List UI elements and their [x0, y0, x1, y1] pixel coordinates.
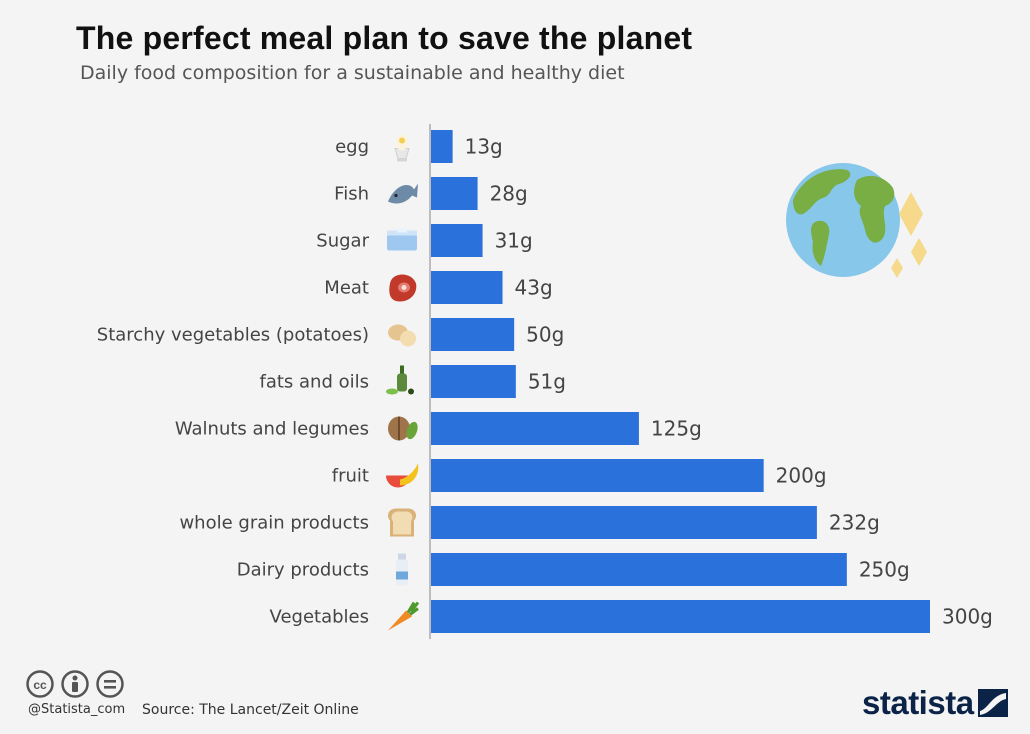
- statista-handle: @Statista_com: [28, 702, 126, 717]
- value-label: 200g: [776, 464, 827, 488]
- bar: [431, 553, 847, 586]
- bar: [431, 365, 516, 398]
- potato-icon: [388, 324, 416, 347]
- bar-chart: egg 13g Fish 28g Sugar 31g Meat 43g Starchy vege…: [97, 124, 993, 639]
- category-label: whole grain products: [179, 513, 369, 534]
- category-label: Sugar: [316, 231, 369, 252]
- statista-wordmark: statista: [862, 684, 974, 721]
- attribution-icon: [61, 670, 89, 698]
- category-label: Dairy products: [237, 560, 369, 581]
- value-label: 51g: [528, 370, 566, 394]
- category-label: Vegetables: [270, 607, 369, 628]
- carrot-icon: [388, 601, 420, 631]
- category-label: Starchy vegetables (potatoes): [97, 325, 369, 346]
- category-label: egg: [335, 137, 369, 158]
- value-label: 250g: [859, 558, 910, 582]
- statista-logo-icon: [977, 689, 1008, 717]
- milk-bottle-icon: [396, 553, 408, 586]
- meat-icon: [389, 274, 417, 302]
- value-label: 300g: [942, 605, 993, 629]
- sugar-icon: [387, 228, 417, 251]
- value-label: 125g: [651, 417, 702, 441]
- value-label: 28g: [490, 182, 528, 206]
- category-label: Fish: [334, 184, 369, 205]
- walnut-icon: [388, 416, 418, 441]
- svg-text:cc: cc: [33, 678, 47, 692]
- bar: [431, 271, 503, 304]
- value-label: 43g: [515, 276, 553, 300]
- category-label: Meat: [324, 278, 369, 299]
- bar: [431, 130, 453, 163]
- bar: [431, 412, 639, 445]
- creative-commons-icons: cc: [26, 670, 124, 698]
- egg-icon: [394, 134, 410, 162]
- value-label: 232g: [829, 511, 880, 535]
- source-note: Source: The Lancet/Zeit Online: [142, 702, 359, 718]
- chart-subtitle: Daily food composition for a sustainable…: [80, 62, 625, 84]
- bar: [431, 318, 515, 351]
- chart-title: The perfect meal plan to save the planet: [76, 20, 693, 56]
- category-label: Walnuts and legumes: [175, 419, 369, 440]
- fruit-icon: [386, 463, 419, 488]
- value-label: 50g: [526, 323, 564, 347]
- bar: [431, 177, 478, 210]
- bread-icon: [388, 508, 416, 537]
- statista-logo: statista: [862, 684, 1008, 722]
- earth-icon: [786, 163, 927, 278]
- category-label: fruit: [332, 466, 369, 487]
- category-label: fats and oils: [259, 372, 369, 393]
- fish-icon: [388, 183, 418, 204]
- bar: [431, 224, 483, 257]
- value-label: 13g: [465, 135, 503, 159]
- bar: [431, 600, 930, 633]
- oil-bottle-icon: [386, 365, 414, 395]
- bar: [431, 506, 817, 539]
- no-derivatives-icon: [96, 670, 124, 698]
- cc-icon: cc: [26, 670, 54, 698]
- value-label: 31g: [495, 229, 533, 253]
- bar: [431, 459, 764, 492]
